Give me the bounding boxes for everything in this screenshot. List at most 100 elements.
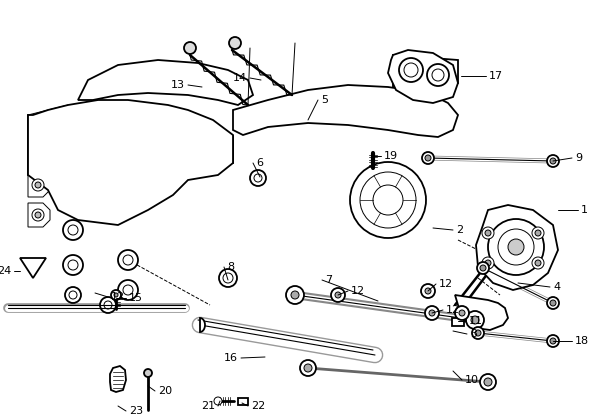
Polygon shape	[388, 50, 458, 103]
Text: 7: 7	[325, 275, 332, 285]
Circle shape	[229, 37, 241, 49]
Circle shape	[100, 297, 116, 313]
Circle shape	[498, 229, 534, 265]
Circle shape	[104, 301, 112, 309]
Circle shape	[286, 286, 304, 304]
Text: 4: 4	[553, 282, 560, 292]
Circle shape	[550, 300, 556, 306]
Circle shape	[508, 239, 524, 255]
Circle shape	[63, 255, 83, 275]
Circle shape	[69, 291, 77, 299]
Text: 18: 18	[575, 336, 589, 346]
Circle shape	[480, 374, 496, 390]
Circle shape	[459, 310, 465, 316]
Text: 10: 10	[465, 375, 479, 385]
Polygon shape	[393, 55, 458, 95]
Text: 13: 13	[171, 80, 185, 90]
Text: 12: 12	[439, 279, 453, 289]
Circle shape	[331, 288, 345, 302]
FancyBboxPatch shape	[238, 398, 248, 405]
Polygon shape	[476, 205, 558, 290]
Text: 12: 12	[111, 292, 125, 302]
FancyBboxPatch shape	[452, 318, 464, 326]
Circle shape	[432, 69, 444, 81]
Polygon shape	[233, 85, 458, 137]
Circle shape	[421, 284, 435, 298]
Circle shape	[219, 269, 237, 287]
Circle shape	[65, 287, 81, 303]
Circle shape	[223, 273, 233, 283]
Circle shape	[547, 297, 559, 309]
Circle shape	[254, 174, 262, 182]
Circle shape	[118, 250, 138, 270]
Circle shape	[427, 64, 449, 86]
Polygon shape	[28, 100, 233, 225]
Text: 6: 6	[256, 158, 263, 168]
Circle shape	[482, 227, 494, 239]
Text: 5: 5	[321, 95, 328, 105]
Text: 23: 23	[129, 406, 143, 416]
Text: 22: 22	[251, 401, 265, 411]
Circle shape	[471, 316, 479, 324]
Circle shape	[482, 257, 494, 269]
Circle shape	[118, 280, 138, 300]
Circle shape	[429, 310, 435, 316]
Circle shape	[425, 288, 431, 294]
Circle shape	[466, 311, 484, 329]
Circle shape	[477, 262, 489, 274]
Circle shape	[360, 172, 416, 228]
Circle shape	[422, 152, 434, 164]
Circle shape	[425, 155, 431, 161]
Circle shape	[550, 158, 556, 164]
Text: 2: 2	[456, 225, 463, 235]
Circle shape	[547, 335, 559, 347]
Circle shape	[63, 220, 83, 240]
Polygon shape	[455, 295, 508, 330]
Polygon shape	[28, 173, 50, 197]
Circle shape	[399, 58, 423, 82]
Circle shape	[184, 42, 196, 54]
Polygon shape	[110, 366, 126, 392]
Text: 11: 11	[469, 316, 483, 326]
Text: 1: 1	[581, 205, 588, 215]
Text: 15: 15	[129, 293, 143, 303]
Circle shape	[488, 219, 544, 275]
Circle shape	[111, 290, 121, 300]
Circle shape	[35, 212, 41, 218]
Circle shape	[550, 338, 556, 344]
Circle shape	[68, 225, 78, 235]
Polygon shape	[200, 318, 205, 332]
Circle shape	[425, 306, 439, 320]
Text: 21: 21	[201, 401, 215, 411]
Text: 17: 17	[489, 71, 503, 81]
Text: 3: 3	[470, 329, 477, 339]
Circle shape	[480, 265, 486, 271]
Text: 12: 12	[351, 286, 365, 296]
Circle shape	[373, 185, 403, 215]
Circle shape	[144, 369, 152, 377]
Circle shape	[404, 63, 418, 77]
Circle shape	[335, 292, 341, 298]
Circle shape	[32, 209, 44, 221]
Circle shape	[114, 293, 118, 297]
Polygon shape	[20, 258, 46, 278]
Text: 16: 16	[224, 353, 238, 363]
Text: 24: 24	[0, 266, 11, 276]
Text: 19: 19	[384, 151, 398, 161]
Circle shape	[214, 397, 222, 405]
Text: 12: 12	[446, 305, 460, 315]
Text: !: !	[31, 264, 35, 272]
Circle shape	[532, 257, 544, 269]
Circle shape	[68, 260, 78, 270]
Circle shape	[475, 330, 481, 336]
Circle shape	[535, 260, 541, 266]
Circle shape	[350, 162, 426, 238]
Circle shape	[535, 230, 541, 236]
Circle shape	[300, 360, 316, 376]
Circle shape	[35, 182, 41, 188]
Circle shape	[250, 170, 266, 186]
Circle shape	[291, 291, 299, 299]
Polygon shape	[78, 60, 253, 105]
Circle shape	[304, 364, 312, 372]
Text: 9: 9	[575, 153, 582, 163]
